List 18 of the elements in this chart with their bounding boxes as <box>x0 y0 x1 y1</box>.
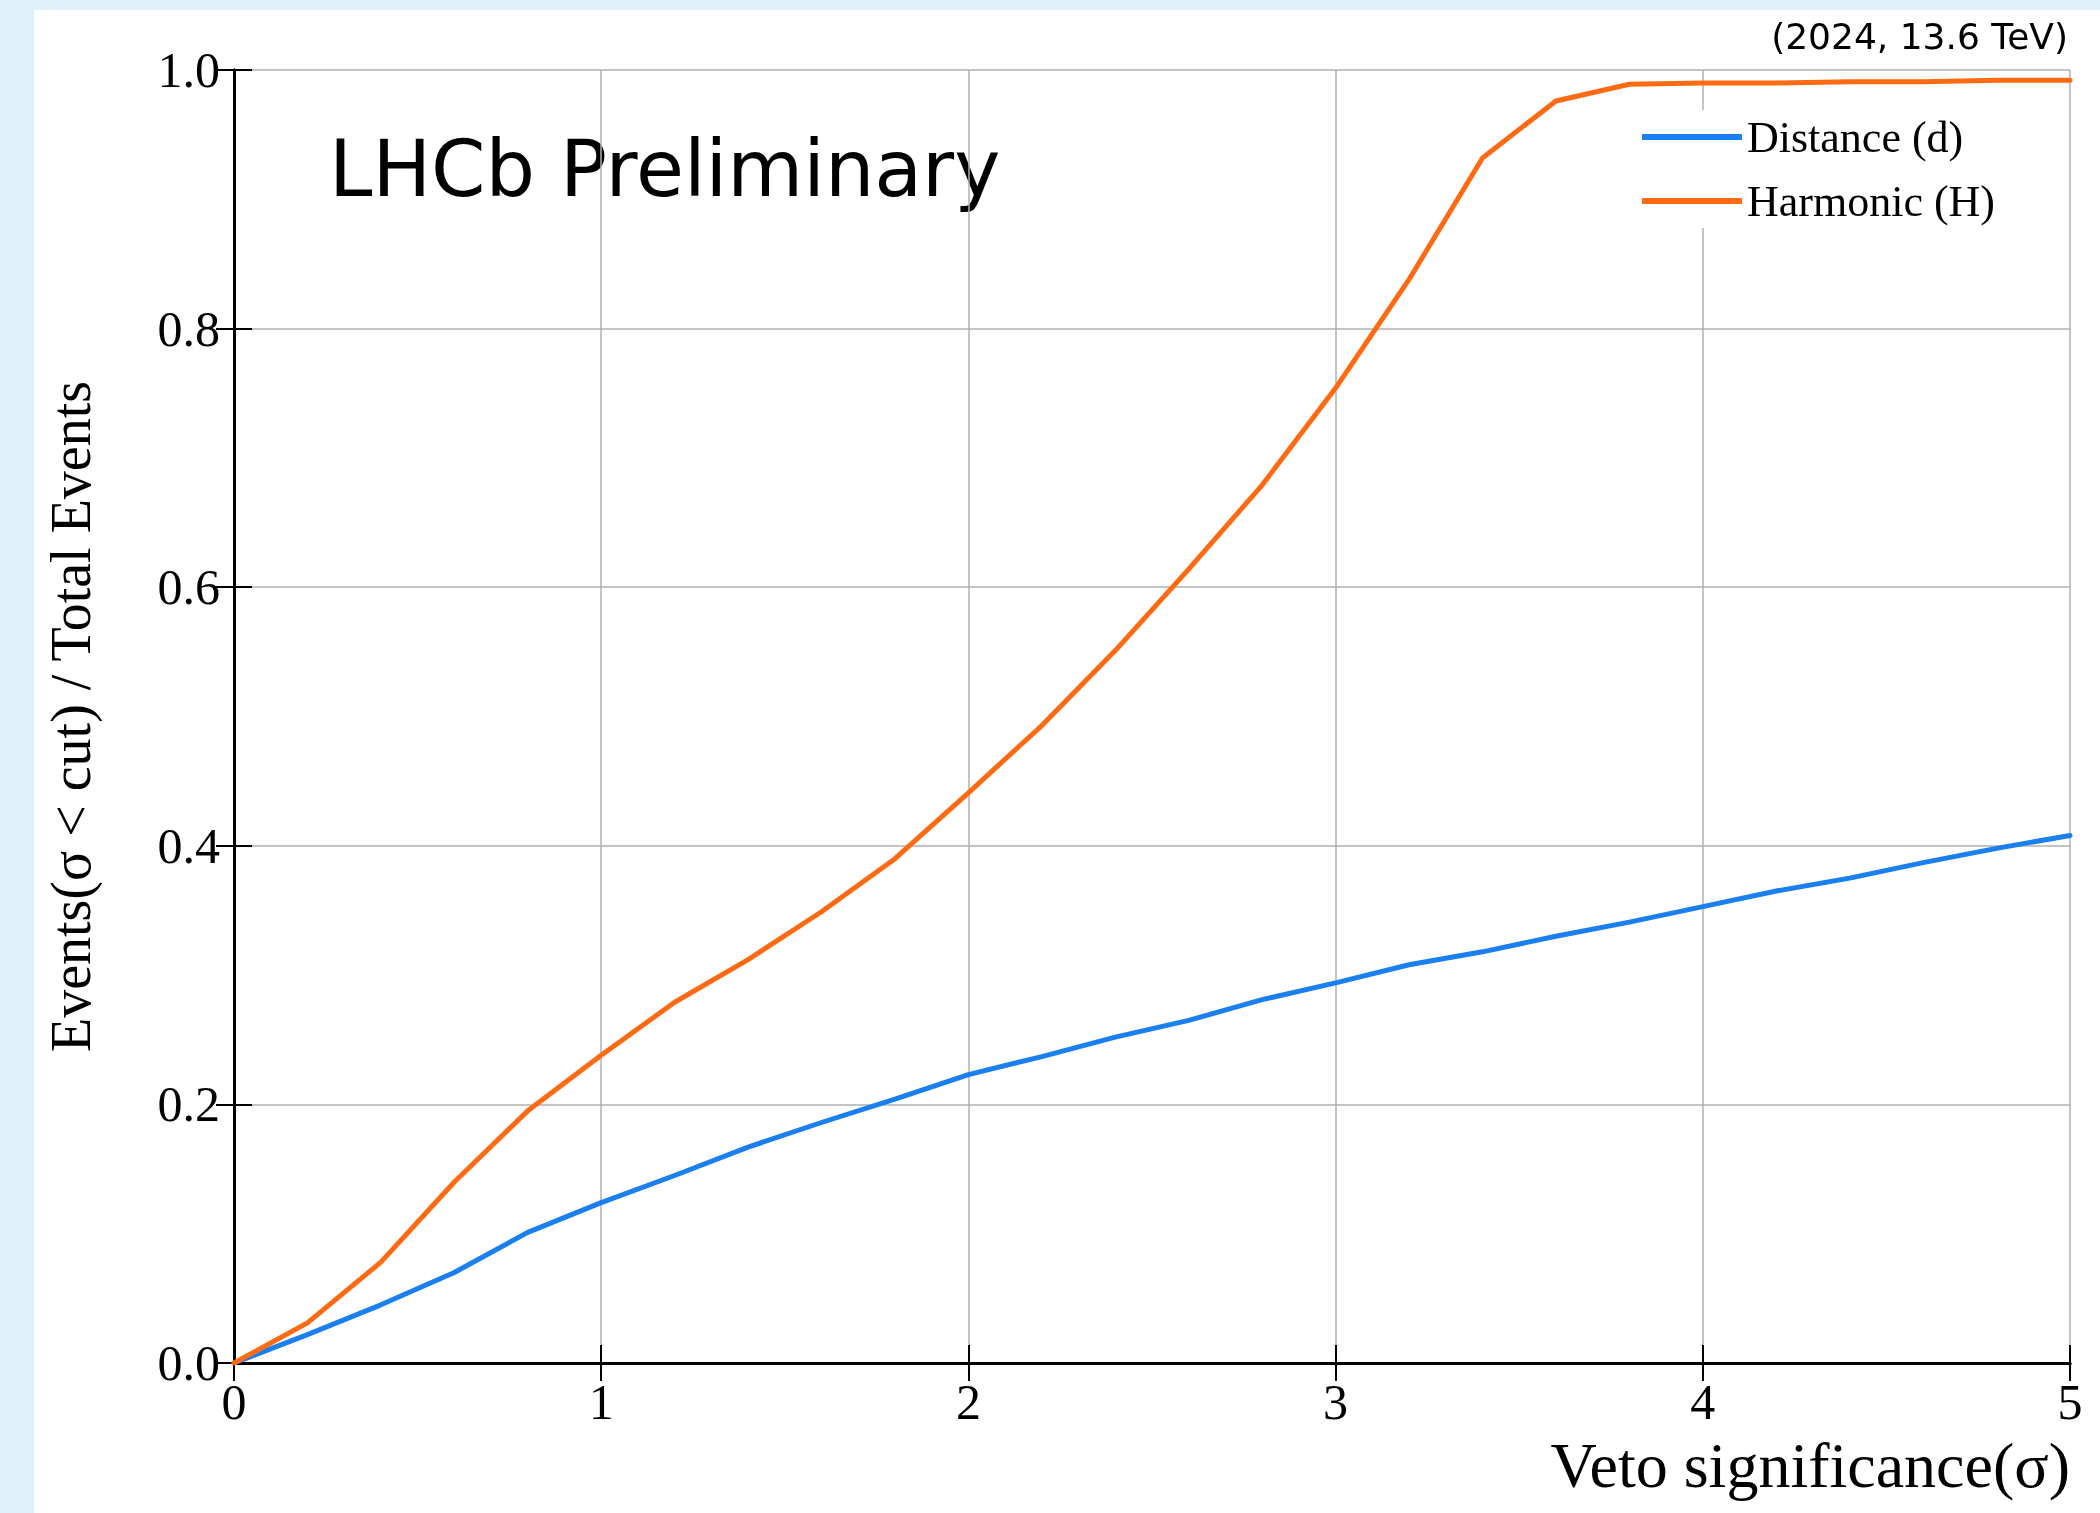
x-tick-label: 4 <box>1690 1374 1716 1430</box>
y-tick-label: 0.4 <box>157 817 220 874</box>
x-tick-label: 0 <box>221 1374 247 1430</box>
x-tick-label: 1 <box>588 1374 614 1430</box>
y-tick-label: 0.2 <box>157 1076 220 1133</box>
annotation: LHCb Preliminary <box>329 124 1001 214</box>
x-tick-label: 3 <box>1323 1374 1349 1430</box>
x-tick-label: 2 <box>955 1374 981 1430</box>
x-axis-title: Veto significance(σ) <box>1550 1429 2070 1501</box>
y-axis-title: Events(σ < cut) / Total Events <box>40 380 103 1053</box>
legend-label: Harmonic (H) <box>1746 176 1995 226</box>
y-tick-label: 0.0 <box>157 1335 220 1391</box>
text: (2024, 13.6 TeV) <box>1771 15 2068 57</box>
legend-label: Distance (d) <box>1746 112 1964 162</box>
y-tick-label: 0.6 <box>157 559 220 616</box>
x-tick-label: 5 <box>2057 1374 2083 1430</box>
y-tick-label: 1.0 <box>157 42 220 98</box>
y-tick-label: 0.8 <box>157 300 220 357</box>
